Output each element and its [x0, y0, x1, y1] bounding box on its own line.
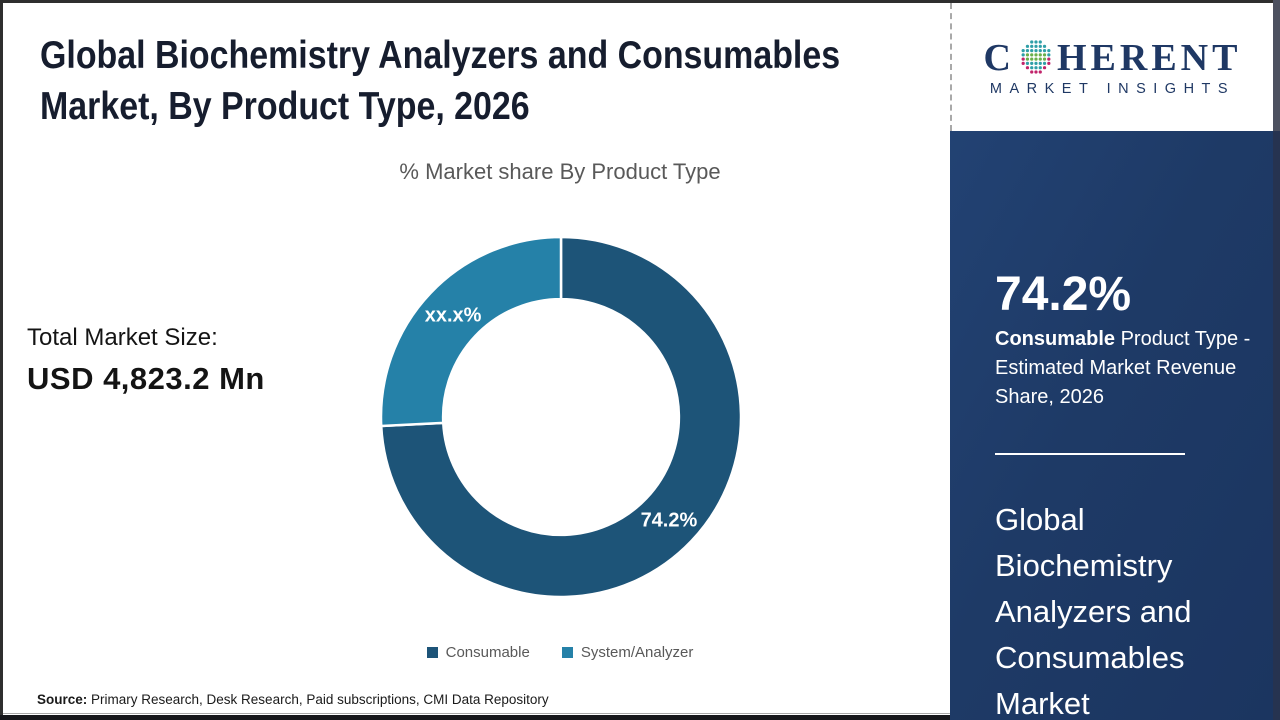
frame-border-right-upper [1273, 0, 1280, 131]
total-market-size-value: USD 4,823.2 Mn [27, 361, 265, 396]
coherent-wordmark-rest: HERENT [1056, 36, 1242, 79]
market-name-line: Biochemistry [995, 548, 1173, 583]
page-title: Global Biochemistry Analyzers and Consum… [40, 30, 893, 132]
sidebar-market-name: Global Biochemistry Analyzers and Consum… [995, 497, 1191, 720]
legend-label: System/Analyzer [580, 644, 694, 661]
chart-legend: Consumable System/Analyzer [170, 644, 950, 661]
frame-border-bottom [0, 715, 950, 720]
total-market-size-block: Total Market Size: USD 4,823.2 Mn [27, 324, 265, 397]
market-name-line: Global [995, 502, 1085, 537]
source-line: Source: Primary Research, Desk Research,… [37, 692, 549, 707]
highlight-stat-rest: Product Type - Estimated Market Revenue … [995, 328, 1251, 408]
coherent-subtext: MARKET INSIGHTS [989, 80, 1236, 97]
highlight-stat-segment: Consumable [995, 328, 1116, 350]
market-name-line: Analyzers and [995, 594, 1192, 629]
donut-slice-label: 74.2% [641, 510, 698, 532]
donut-slice-label: xx.x% [425, 304, 482, 326]
coherent-globe-icon [1021, 39, 1051, 74]
sidebar-divider-line [995, 453, 1185, 455]
legend-swatch-icon [561, 647, 573, 658]
page-title-line-2: Market, By Product Type, 2026 [40, 85, 530, 128]
donut-slice-consumable [379, 235, 743, 599]
page-title-line-1: Global Biochemistry Analyzers and Consum… [40, 34, 841, 77]
chart-title: % Market share By Product Type [399, 159, 721, 184]
legend-item: Consumable [426, 644, 530, 661]
donut-slice-system-analyzer [379, 235, 563, 428]
market-name-line: Market [995, 686, 1090, 720]
frame-border-left [0, 0, 3, 720]
coherent-wordmark-c: C [983, 36, 1015, 79]
highlight-sidebar: 74.2% Consumable Product Type - Estimate… [950, 131, 1273, 720]
coherent-logo: C HERENT MARKET INSIGHTS [950, 3, 1273, 131]
legend-label: Consumable [445, 644, 530, 661]
frame-border-top [0, 0, 1280, 3]
legend-swatch-icon [426, 647, 438, 658]
frame-border-right-lower [1273, 131, 1280, 720]
donut-chart: 74.2% xx.x% [379, 235, 743, 599]
source-text: Primary Research, Desk Research, Paid su… [87, 692, 549, 707]
footer-divider-line [3, 713, 950, 714]
source-label: Source: [37, 692, 88, 707]
highlight-stat-value: 74.2% [995, 268, 1132, 321]
market-name-line: Consumables [995, 640, 1185, 675]
total-market-size-label: Total Market Size: [27, 324, 218, 351]
coherent-wordmark: C HERENT [984, 38, 1242, 78]
legend-item: System/Analyzer [561, 644, 694, 661]
highlight-stat-description: Consumable Product Type - Estimated Mark… [995, 325, 1259, 412]
